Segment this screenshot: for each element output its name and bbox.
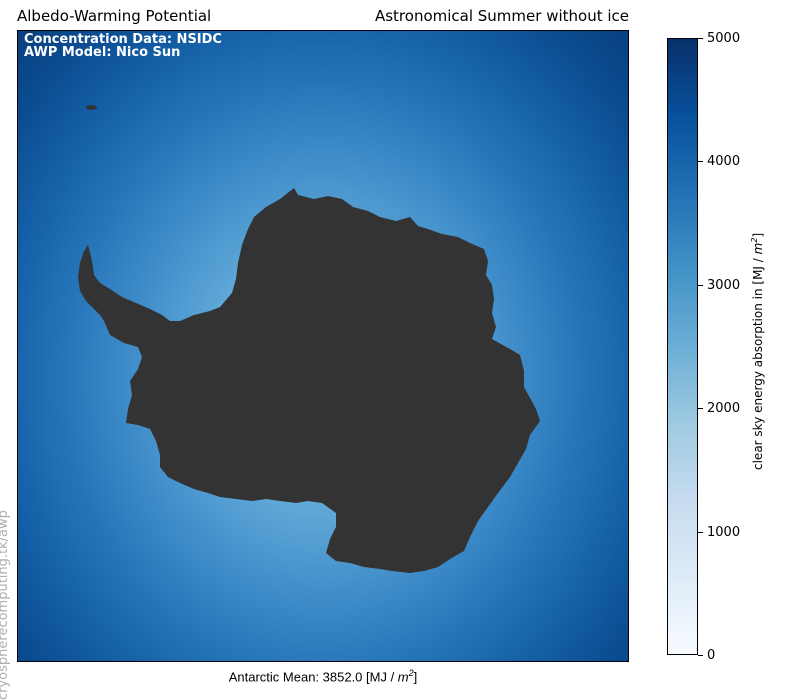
mean-unit-close: ] <box>413 669 418 685</box>
colorbar-unit-m: m <box>751 242 765 255</box>
antarctic-map: Concentration Data: NSIDC AWP Model: Nic… <box>17 30 629 662</box>
colorbar-ticklabel: 5000 <box>707 31 741 46</box>
mean-unit-exp: 2 <box>408 668 414 678</box>
colorbar-tick-5000 <box>698 38 703 39</box>
colorbar-label-text: clear sky energy absorption in [MJ / <box>751 254 765 470</box>
colorbar-ticklabel: 4000 <box>707 154 741 169</box>
small-island <box>86 105 98 110</box>
colorbar-tick-1000 <box>698 532 703 533</box>
colorbar-ticklabel: 3000 <box>707 278 741 293</box>
awp-model-label: AWP Model: Nico Sun <box>24 45 181 60</box>
colorbar-ticklabel: 0 <box>707 648 716 663</box>
chart-title-left: Albedo-Warming Potential <box>17 7 212 25</box>
colorbar-axis-label: clear sky energy absorption in [MJ / m2] <box>750 233 765 470</box>
colorbar <box>667 38 698 655</box>
colorbar-tick-2000 <box>698 408 703 409</box>
colorbar-ticklabel: 2000 <box>707 401 741 416</box>
colorbar-tick-0 <box>698 655 703 656</box>
colorbar-unit-exp: 2 <box>750 237 759 243</box>
antarctica-landmass-svg <box>78 105 540 573</box>
watermark-url: cryospherecomputing.tk/awp <box>0 510 11 700</box>
antarctic-mean-label: Antarctic Mean: 3852.0 [MJ / m2] <box>17 668 629 684</box>
mean-label-text: Antarctic Mean: 3852.0 [MJ / <box>228 669 398 685</box>
mean-unit-m: m <box>397 669 409 685</box>
colorbar-tick-4000 <box>698 161 703 162</box>
concentration-data-label: Concentration Data: NSIDC <box>24 32 222 47</box>
chart-title-right: Astronomical Summer without ice <box>374 7 629 25</box>
antarctica-landmass <box>78 188 540 573</box>
colorbar-tick-3000 <box>698 285 703 286</box>
colorbar-unit-close: ] <box>751 232 765 238</box>
colorbar-ticklabel: 1000 <box>707 525 741 540</box>
